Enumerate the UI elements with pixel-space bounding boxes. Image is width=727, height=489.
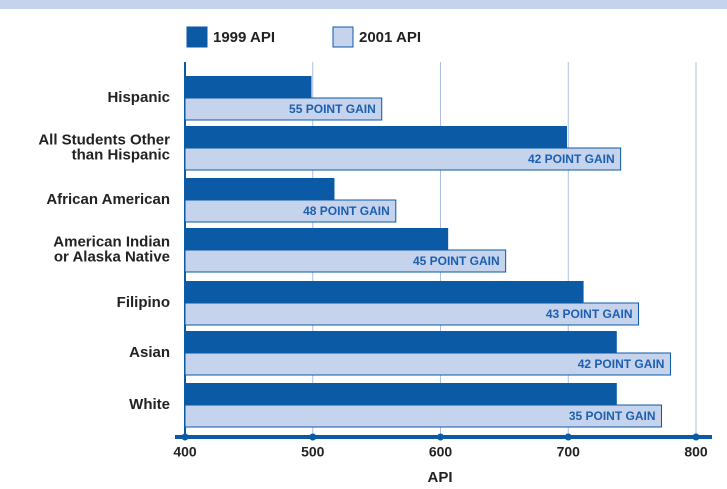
top-band xyxy=(0,0,727,9)
legend-label: 1999 API xyxy=(213,29,275,46)
x-tick-label: 400 xyxy=(173,444,197,460)
bar xyxy=(184,249,507,273)
bar xyxy=(184,404,663,428)
x-tick-label: 700 xyxy=(557,444,581,460)
tick-dot xyxy=(437,433,444,441)
bar xyxy=(184,302,640,326)
legend-swatch xyxy=(186,26,208,48)
category-label: American Indian xyxy=(53,233,170,250)
legend-label: 2001 API xyxy=(359,29,421,46)
legend-swatch xyxy=(332,26,354,48)
tick-dot xyxy=(692,433,700,441)
category-label: Filipino xyxy=(117,294,170,311)
tick-dot xyxy=(181,433,189,441)
category-label: White xyxy=(129,396,170,413)
bar xyxy=(184,199,397,223)
bar xyxy=(185,228,449,250)
tick-dot xyxy=(564,433,572,441)
category-label: All Students Other xyxy=(38,131,170,148)
category-label: or Alaska Native xyxy=(54,248,170,265)
gain-label: 48 POINT GAIN xyxy=(303,204,390,218)
bar xyxy=(185,331,617,353)
x-tick-label: 500 xyxy=(301,444,325,460)
gain-label: 42 POINT GAIN xyxy=(528,152,615,166)
x-tick-label: 600 xyxy=(429,444,453,460)
bar xyxy=(185,178,335,200)
gain-label: 35 POINT GAIN xyxy=(569,409,656,423)
category-label: than Hispanic xyxy=(72,146,170,163)
category-label: Hispanic xyxy=(107,89,170,106)
x-axis-label: API xyxy=(427,469,452,486)
bar xyxy=(184,352,671,376)
gain-label: 42 POINT GAIN xyxy=(578,357,665,371)
tick-dot xyxy=(309,433,317,441)
bar xyxy=(185,383,617,405)
bar xyxy=(185,126,567,148)
gain-label: 45 POINT GAIN xyxy=(413,254,500,268)
bar xyxy=(185,76,312,98)
bar xyxy=(185,281,584,303)
gain-label: 43 POINT GAIN xyxy=(546,307,633,321)
bar xyxy=(184,97,383,121)
category-label: Asian xyxy=(129,344,170,361)
bar xyxy=(184,147,622,171)
gain-label: 55 POINT GAIN xyxy=(289,102,376,116)
x-tick-label: 800 xyxy=(684,444,708,460)
category-label: African American xyxy=(46,191,170,208)
